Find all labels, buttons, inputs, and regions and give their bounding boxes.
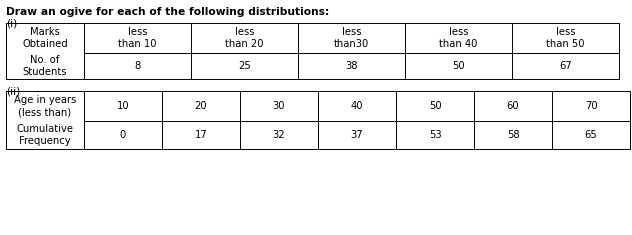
Text: 38: 38 (345, 61, 358, 71)
Bar (552, 91, 630, 121)
Text: (i): (i) (6, 19, 17, 29)
Text: 50: 50 (452, 61, 465, 71)
Bar (6, 91, 84, 149)
Bar (405, 23, 512, 53)
Bar (240, 121, 318, 149)
Bar (318, 91, 396, 121)
Text: 0: 0 (120, 130, 126, 140)
Text: less
than 40: less than 40 (439, 27, 478, 49)
Text: 37: 37 (351, 130, 363, 140)
Bar (512, 53, 619, 79)
Text: 67: 67 (559, 61, 572, 71)
Text: 70: 70 (585, 101, 597, 111)
Text: 32: 32 (272, 130, 285, 140)
Text: 10: 10 (117, 101, 130, 111)
Text: Marks
Obtained: Marks Obtained (22, 27, 68, 49)
Bar (84, 53, 191, 79)
Bar (474, 91, 552, 121)
Text: 65: 65 (585, 130, 597, 140)
Bar (298, 53, 405, 79)
Text: less
than30: less than30 (334, 27, 369, 49)
Bar (191, 53, 298, 79)
Bar (405, 53, 512, 79)
Bar (396, 121, 474, 149)
Text: 20: 20 (195, 101, 207, 111)
Bar (318, 121, 396, 149)
Text: Draw an ogive for each of the following distributions:: Draw an ogive for each of the following … (6, 7, 329, 17)
Bar (512, 23, 619, 53)
Text: 30: 30 (273, 101, 285, 111)
Text: less
than 10: less than 10 (118, 27, 157, 49)
Bar (191, 23, 298, 53)
Text: 25: 25 (238, 61, 251, 71)
Text: 8: 8 (135, 61, 141, 71)
Bar (396, 91, 474, 121)
Bar (298, 23, 405, 53)
Bar (162, 91, 240, 121)
Bar (162, 121, 240, 149)
Bar (84, 121, 162, 149)
Bar (240, 91, 318, 121)
Text: Cumulative
Frequency: Cumulative Frequency (16, 124, 73, 146)
Text: 40: 40 (351, 101, 363, 111)
Text: less
than 50: less than 50 (546, 27, 585, 49)
Text: 58: 58 (507, 130, 520, 140)
Bar (84, 23, 191, 53)
Text: 50: 50 (428, 101, 441, 111)
Text: 53: 53 (428, 130, 441, 140)
Bar (474, 121, 552, 149)
Text: 60: 60 (507, 101, 520, 111)
Text: No. of
Students: No. of Students (23, 55, 67, 77)
Text: (ii): (ii) (6, 87, 20, 97)
Text: 17: 17 (195, 130, 207, 140)
Bar (6, 23, 84, 79)
Text: less
than 20: less than 20 (225, 27, 264, 49)
Bar (552, 121, 630, 149)
Text: Age in years
(less than): Age in years (less than) (14, 95, 76, 118)
Bar (84, 91, 162, 121)
